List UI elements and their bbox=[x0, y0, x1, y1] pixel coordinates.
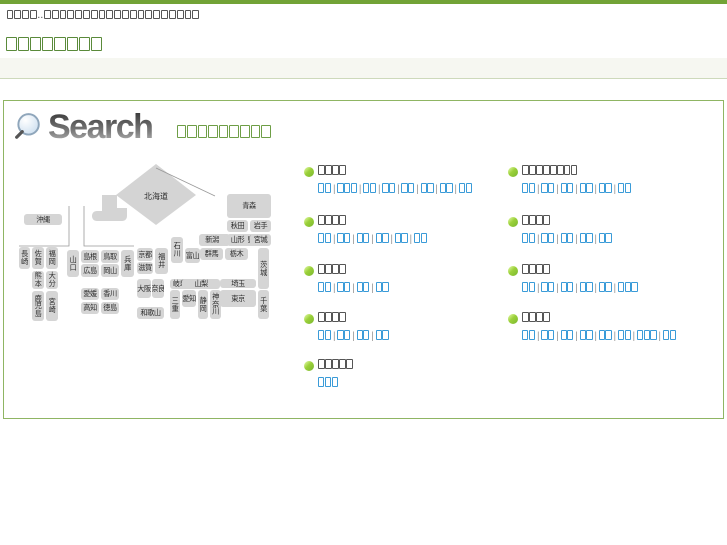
svg-text:北海道: 北海道 bbox=[144, 191, 168, 201]
